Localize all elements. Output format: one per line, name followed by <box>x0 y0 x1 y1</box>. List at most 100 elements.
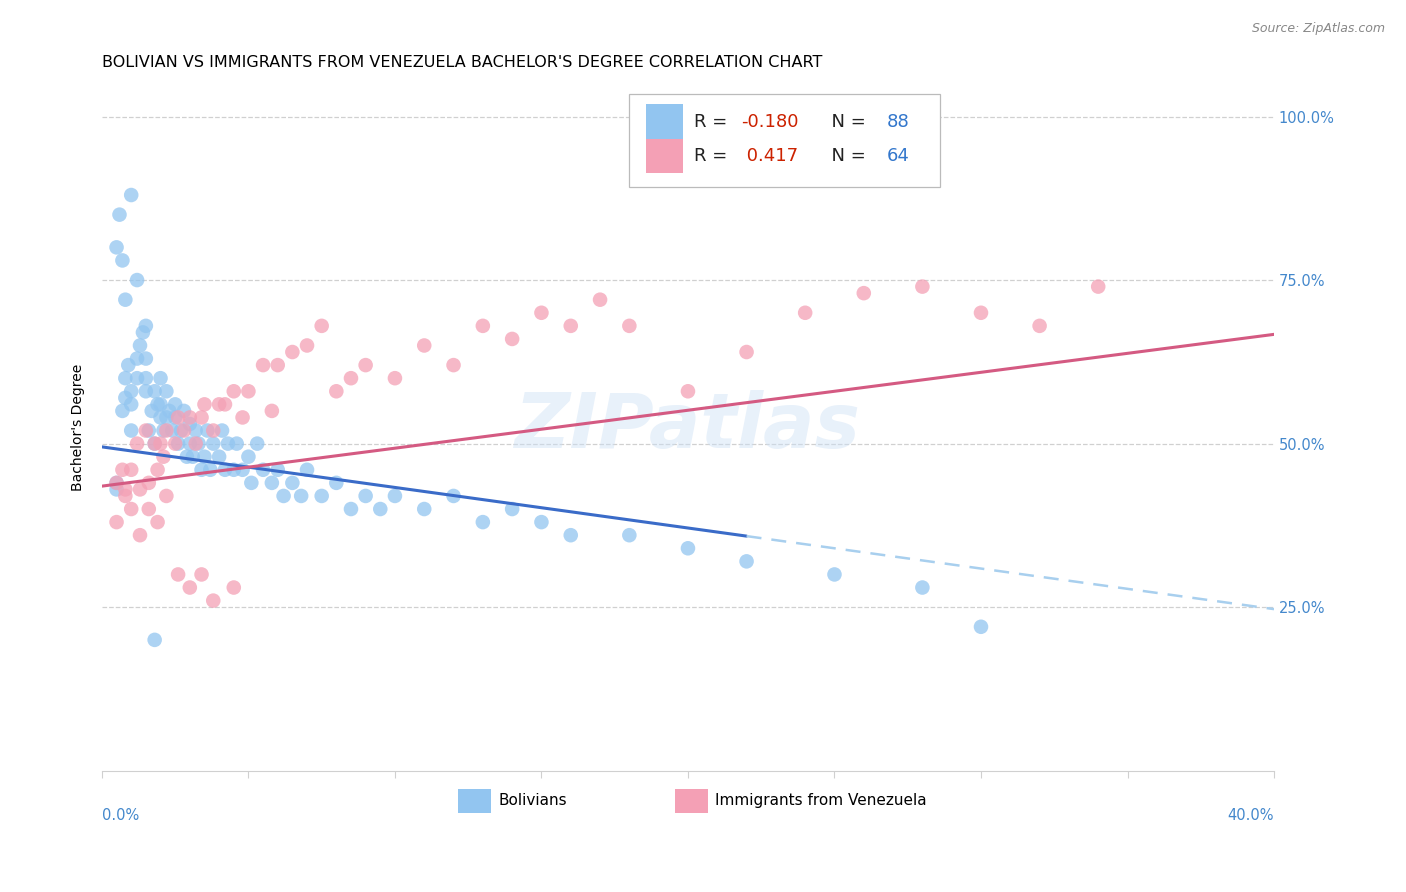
Text: BOLIVIAN VS IMMIGRANTS FROM VENEZUELA BACHELOR'S DEGREE CORRELATION CHART: BOLIVIAN VS IMMIGRANTS FROM VENEZUELA BA… <box>101 55 823 70</box>
Point <box>129 483 152 497</box>
Point <box>149 410 172 425</box>
Point <box>530 306 553 320</box>
Point <box>238 450 260 464</box>
Point <box>443 489 465 503</box>
Point <box>120 502 142 516</box>
Text: -0.180: -0.180 <box>741 112 799 130</box>
Point <box>217 436 239 450</box>
Point <box>143 632 166 647</box>
FancyBboxPatch shape <box>458 789 491 813</box>
Point <box>138 424 160 438</box>
Point <box>111 463 134 477</box>
Point <box>413 338 436 352</box>
Point <box>155 489 177 503</box>
Point <box>105 475 128 490</box>
Text: ZIPatlas: ZIPatlas <box>515 391 860 464</box>
Point <box>135 351 157 366</box>
FancyBboxPatch shape <box>675 789 707 813</box>
Point <box>160 424 183 438</box>
Point <box>471 515 494 529</box>
Point <box>120 384 142 399</box>
Point <box>211 424 233 438</box>
Point <box>676 541 699 556</box>
Point <box>155 384 177 399</box>
Point <box>202 436 225 450</box>
Point <box>135 384 157 399</box>
Point <box>143 436 166 450</box>
Point <box>108 208 131 222</box>
Point <box>117 358 139 372</box>
Point <box>471 318 494 333</box>
Point <box>290 489 312 503</box>
Point <box>501 502 523 516</box>
Point <box>135 318 157 333</box>
Point <box>267 358 290 372</box>
Point <box>589 293 612 307</box>
Point <box>354 358 377 372</box>
Text: 64: 64 <box>887 147 910 165</box>
Point <box>135 371 157 385</box>
Point <box>560 528 582 542</box>
Point <box>193 397 215 411</box>
Point <box>190 463 212 477</box>
Point <box>619 528 641 542</box>
Point <box>368 502 391 516</box>
Point <box>138 475 160 490</box>
Point <box>501 332 523 346</box>
Point <box>560 318 582 333</box>
Point <box>111 404 134 418</box>
Point <box>165 410 187 425</box>
Point <box>120 397 142 411</box>
Point <box>187 436 209 450</box>
Point <box>200 463 222 477</box>
Point <box>146 463 169 477</box>
Point <box>170 424 193 438</box>
Point <box>114 371 136 385</box>
Text: R =: R = <box>693 147 733 165</box>
Point <box>735 345 758 359</box>
Point <box>125 436 148 450</box>
Point <box>146 397 169 411</box>
Point <box>619 318 641 333</box>
Point <box>143 384 166 399</box>
Point <box>222 581 245 595</box>
Point <box>222 463 245 477</box>
Text: N =: N = <box>821 112 872 130</box>
Point <box>129 528 152 542</box>
Point <box>794 306 817 320</box>
Point <box>105 515 128 529</box>
Text: N =: N = <box>821 147 872 165</box>
Point <box>295 463 318 477</box>
Point <box>281 345 304 359</box>
Point <box>105 483 128 497</box>
Point <box>165 436 187 450</box>
Point <box>911 279 934 293</box>
Point <box>120 463 142 477</box>
Point <box>208 397 231 411</box>
Point <box>149 371 172 385</box>
Point <box>222 384 245 399</box>
Point <box>141 404 163 418</box>
Point <box>135 424 157 438</box>
Point <box>143 436 166 450</box>
Point <box>152 424 174 438</box>
FancyBboxPatch shape <box>630 95 941 186</box>
Point <box>184 436 207 450</box>
Point <box>167 436 190 450</box>
Point <box>167 567 190 582</box>
Point <box>281 475 304 490</box>
Point <box>179 417 201 431</box>
Point <box>273 489 295 503</box>
Point <box>184 424 207 438</box>
Point <box>260 404 283 418</box>
Point <box>173 424 195 438</box>
Point <box>179 581 201 595</box>
Text: 0.0%: 0.0% <box>101 808 139 823</box>
Point <box>179 410 201 425</box>
Point <box>325 384 347 399</box>
Point <box>340 502 363 516</box>
Point <box>125 351 148 366</box>
Point <box>149 397 172 411</box>
Point <box>225 436 247 450</box>
Point <box>252 358 274 372</box>
